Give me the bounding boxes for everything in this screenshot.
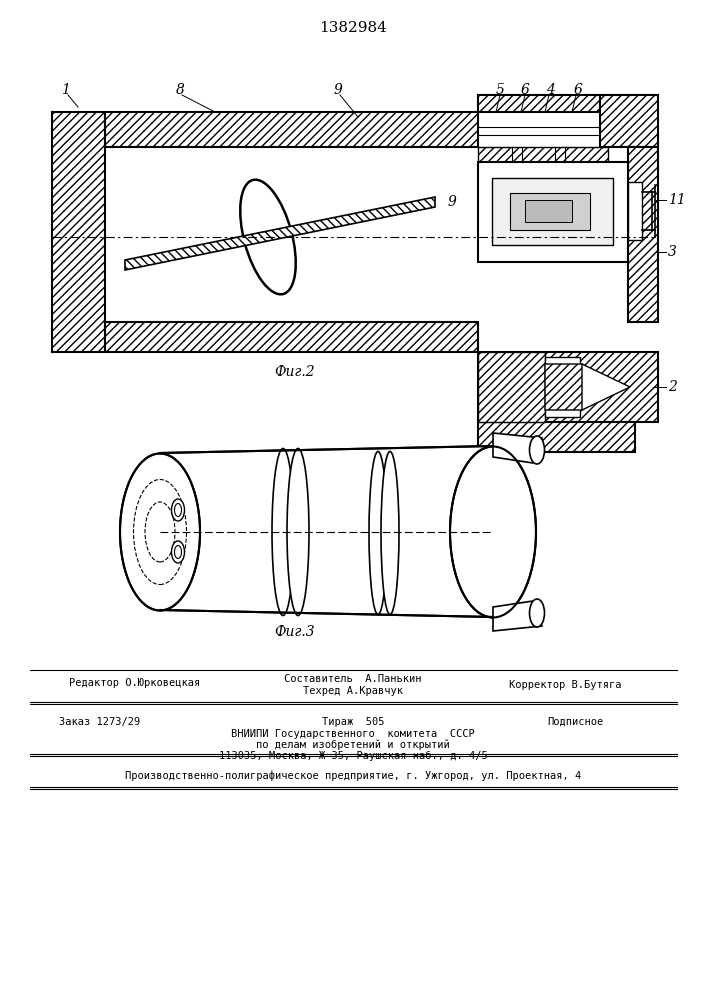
Text: 1382984: 1382984	[319, 21, 387, 35]
Polygon shape	[628, 147, 658, 322]
Text: 3: 3	[668, 245, 677, 259]
Ellipse shape	[240, 180, 296, 294]
Text: 6: 6	[573, 83, 583, 97]
Polygon shape	[600, 95, 658, 147]
Text: 8: 8	[175, 83, 185, 97]
Polygon shape	[52, 112, 105, 352]
Polygon shape	[493, 601, 542, 631]
Ellipse shape	[120, 454, 200, 610]
Ellipse shape	[369, 452, 387, 614]
Text: Заказ 1273/29: Заказ 1273/29	[59, 717, 141, 727]
Ellipse shape	[381, 452, 399, 614]
Text: Корректор В.Бутяга: Корректор В.Бутяга	[509, 680, 621, 690]
Text: Составитель  А.Панькин: Составитель А.Панькин	[284, 674, 422, 684]
Polygon shape	[492, 178, 613, 245]
Text: 6: 6	[520, 83, 530, 97]
Text: 4: 4	[546, 83, 554, 97]
Polygon shape	[478, 352, 658, 422]
Polygon shape	[582, 364, 630, 410]
Text: Фиг.3: Фиг.3	[275, 625, 315, 639]
Ellipse shape	[172, 499, 185, 521]
Ellipse shape	[272, 448, 294, 615]
Polygon shape	[545, 357, 580, 417]
Text: 1: 1	[61, 83, 69, 97]
Polygon shape	[105, 322, 478, 352]
Text: ВНИИПИ Государственного  комитета  СССР: ВНИИПИ Государственного комитета СССР	[231, 729, 475, 739]
Ellipse shape	[450, 446, 536, 617]
Polygon shape	[105, 112, 478, 147]
Ellipse shape	[287, 448, 309, 615]
Polygon shape	[478, 422, 635, 452]
Text: Тираж  505: Тираж 505	[322, 717, 384, 727]
Ellipse shape	[530, 436, 544, 464]
Polygon shape	[478, 147, 608, 162]
Text: 5: 5	[496, 83, 504, 97]
Text: 11: 11	[668, 193, 686, 207]
Ellipse shape	[172, 541, 185, 563]
Polygon shape	[478, 95, 600, 112]
Polygon shape	[628, 182, 642, 240]
Polygon shape	[478, 352, 545, 422]
Polygon shape	[125, 197, 435, 270]
Polygon shape	[478, 162, 628, 262]
Text: Фиг.2: Фиг.2	[275, 365, 315, 379]
Text: Подписное: Подписное	[547, 717, 603, 727]
Polygon shape	[510, 193, 590, 230]
Polygon shape	[545, 364, 620, 410]
Text: по делам изобретений и открытий: по делам изобретений и открытий	[256, 740, 450, 750]
Text: 9: 9	[448, 195, 457, 209]
Text: 2: 2	[668, 380, 677, 394]
Text: Производственно-полиграфическое предприятие, г. Ужгород, ул. Проектная, 4: Производственно-полиграфическое предприя…	[125, 771, 581, 781]
Polygon shape	[493, 433, 542, 463]
Ellipse shape	[530, 599, 544, 627]
Polygon shape	[525, 200, 572, 222]
Text: Редактор О.Юрковецкая: Редактор О.Юрковецкая	[69, 678, 201, 688]
Polygon shape	[160, 446, 493, 617]
Text: Техред А.Кравчук: Техред А.Кравчук	[303, 686, 403, 696]
Text: 113035, Москва, Ж-35, Раушская наб., д. 4/5: 113035, Москва, Ж-35, Раушская наб., д. …	[218, 751, 487, 761]
Text: 9: 9	[334, 83, 342, 97]
